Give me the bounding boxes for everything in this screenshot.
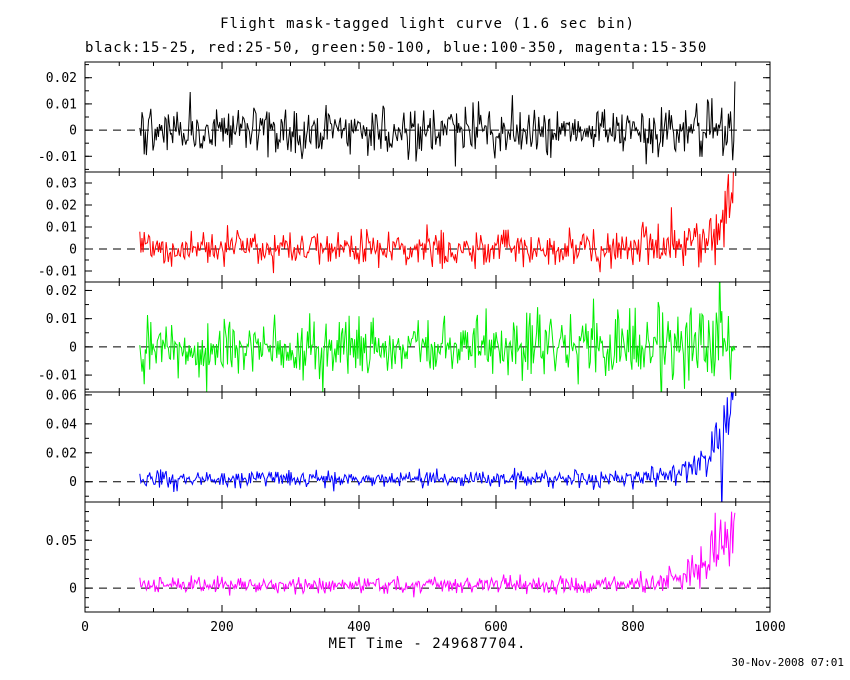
series-green xyxy=(139,282,736,392)
svg-text:600: 600 xyxy=(484,620,507,635)
svg-text:0.01: 0.01 xyxy=(46,221,77,236)
svg-text:0: 0 xyxy=(69,124,77,139)
svg-text:0.02: 0.02 xyxy=(46,71,77,86)
svg-text:0.06: 0.06 xyxy=(46,388,77,403)
svg-text:800: 800 xyxy=(621,620,644,635)
series-magenta xyxy=(139,511,736,598)
panel-red xyxy=(85,172,770,274)
svg-text:-0.01: -0.01 xyxy=(38,265,77,280)
svg-text:0.02: 0.02 xyxy=(46,199,77,214)
panel-blue xyxy=(85,392,770,502)
svg-text:400: 400 xyxy=(347,620,370,635)
svg-text:-0.01: -0.01 xyxy=(38,369,77,384)
panel-frame-black xyxy=(84,61,771,173)
svg-text:0.04: 0.04 xyxy=(46,417,77,432)
chart-subtitle: black:15-25, red:25-50, green:50-100, bl… xyxy=(85,40,708,56)
svg-text:0.05: 0.05 xyxy=(46,534,77,549)
svg-text:-0.01: -0.01 xyxy=(38,150,77,165)
svg-text:0.02: 0.02 xyxy=(46,446,77,461)
svg-text:0: 0 xyxy=(69,340,77,355)
series-red xyxy=(139,172,735,274)
series-black xyxy=(139,81,736,167)
panel-green xyxy=(85,282,770,392)
panel-magenta xyxy=(85,511,770,598)
svg-text:0: 0 xyxy=(69,243,77,258)
svg-text:0.01: 0.01 xyxy=(46,312,77,327)
x-axis-label: MET Time - 249687704. xyxy=(328,636,527,652)
panel-frame-magenta xyxy=(84,501,771,613)
svg-text:0.01: 0.01 xyxy=(46,97,77,112)
svg-text:0: 0 xyxy=(69,475,77,490)
svg-text:200: 200 xyxy=(210,620,233,635)
panel-black xyxy=(85,81,770,167)
chart-title: Flight mask-tagged light curve (1.6 sec … xyxy=(220,16,635,32)
svg-text:0.02: 0.02 xyxy=(46,284,77,299)
svg-text:0: 0 xyxy=(69,582,77,597)
svg-text:0.03: 0.03 xyxy=(46,177,77,192)
svg-text:1000: 1000 xyxy=(754,620,785,635)
series-blue xyxy=(139,392,734,502)
plot-timestamp: 30-Nov-2008 07:01 xyxy=(731,656,844,669)
svg-text:0: 0 xyxy=(81,620,89,635)
